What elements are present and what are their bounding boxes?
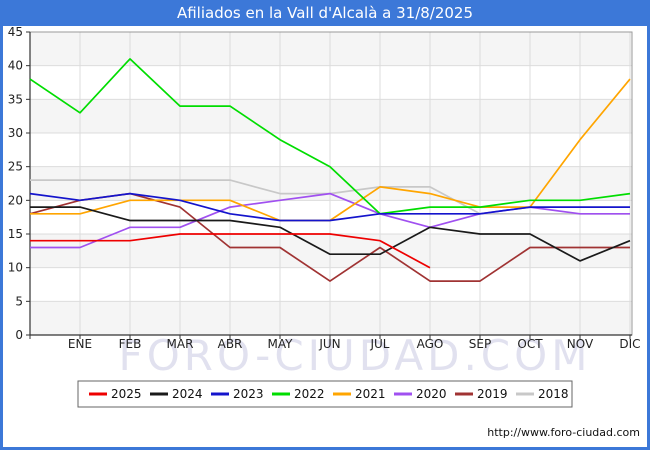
plot-band: [30, 301, 632, 335]
plot-band: [30, 32, 632, 66]
series-line-2024: [30, 206, 631, 262]
y-label-45: 45: [8, 26, 23, 39]
legend-label-2018: 2018: [538, 387, 569, 401]
footer-link[interactable]: http://www.foro-ciudad.com: [487, 426, 640, 439]
plot-band: [30, 99, 632, 133]
legend-entry-2022: 2022: [272, 387, 325, 401]
x-label-DIC: DIC: [619, 337, 640, 351]
legend-label-2024: 2024: [172, 387, 203, 401]
legend-label-2020: 2020: [416, 387, 447, 401]
chart-canvas: FORO-CIUDAD.COM ENE FEB MAR ABR MAY JUN JUL AGO…: [3, 26, 647, 447]
y-label-10: 10: [8, 261, 23, 275]
x-label-NOV: NOV: [567, 337, 594, 351]
y-label-5: 5: [15, 294, 23, 308]
page-title: Afiliados en la Vall d'Alcalà a 31/8/202…: [0, 0, 650, 26]
line-chart: FORO-CIUDAD.COM ENE FEB MAR ABR MAY JUN JUL AGO…: [8, 26, 641, 439]
x-label-SEP: SEP: [469, 337, 491, 351]
series-lines: [29, 58, 631, 282]
y-label-40: 40: [8, 59, 23, 73]
watermark-text: FORO-CIUDAD.COM: [119, 331, 592, 380]
legend-entry-2020: 2020: [394, 387, 447, 401]
legend-label-2019: 2019: [477, 387, 508, 401]
x-label-AGO: AGO: [417, 337, 444, 351]
x-label-OCT: OCT: [517, 337, 543, 351]
legend-label-2023: 2023: [233, 387, 264, 401]
series-line-2025: [30, 233, 431, 269]
x-label-JUL: JUL: [369, 337, 389, 351]
plot-border: [26, 31, 633, 339]
y-label-25: 25: [8, 160, 23, 174]
legend: 2025 2024 2023 2022 2021 2020 2019 2018: [77, 380, 573, 408]
y-label-35: 35: [8, 92, 23, 106]
y-label-20: 20: [8, 193, 23, 207]
x-label-JUN: JUN: [318, 337, 340, 351]
y-label-0: 0: [15, 328, 23, 342]
legend-label-2021: 2021: [355, 387, 386, 401]
x-label-ENE: ENE: [68, 337, 92, 351]
legend-entry-2018: 2018: [516, 387, 569, 401]
y-label-15: 15: [8, 227, 23, 241]
x-label-MAR: MAR: [167, 337, 194, 351]
x-label-ABR: ABR: [218, 337, 243, 351]
legend-entry-2023: 2023: [211, 387, 264, 401]
axis-labels: ENE FEB MAR ABR MAY JUN JUL AGO SEP OCT NOV DIC 0 5 10…: [8, 26, 641, 351]
legend-entry-2024: 2024: [150, 387, 203, 401]
x-label-MAY: MAY: [268, 337, 294, 351]
y-label-30: 30: [8, 126, 23, 140]
legend-entry-2019: 2019: [455, 387, 508, 401]
legend-entry-2025: 2025: [89, 387, 142, 401]
legend-label-2022: 2022: [294, 387, 325, 401]
x-label-FEB: FEB: [119, 337, 142, 351]
series-line-2023: [29, 192, 630, 222]
plot-band: [30, 234, 632, 268]
plot-bands: [30, 32, 632, 335]
legend-label-2025: 2025: [111, 387, 142, 401]
series-line-2022: [29, 58, 631, 215]
legend-entry-2021: 2021: [333, 387, 386, 401]
